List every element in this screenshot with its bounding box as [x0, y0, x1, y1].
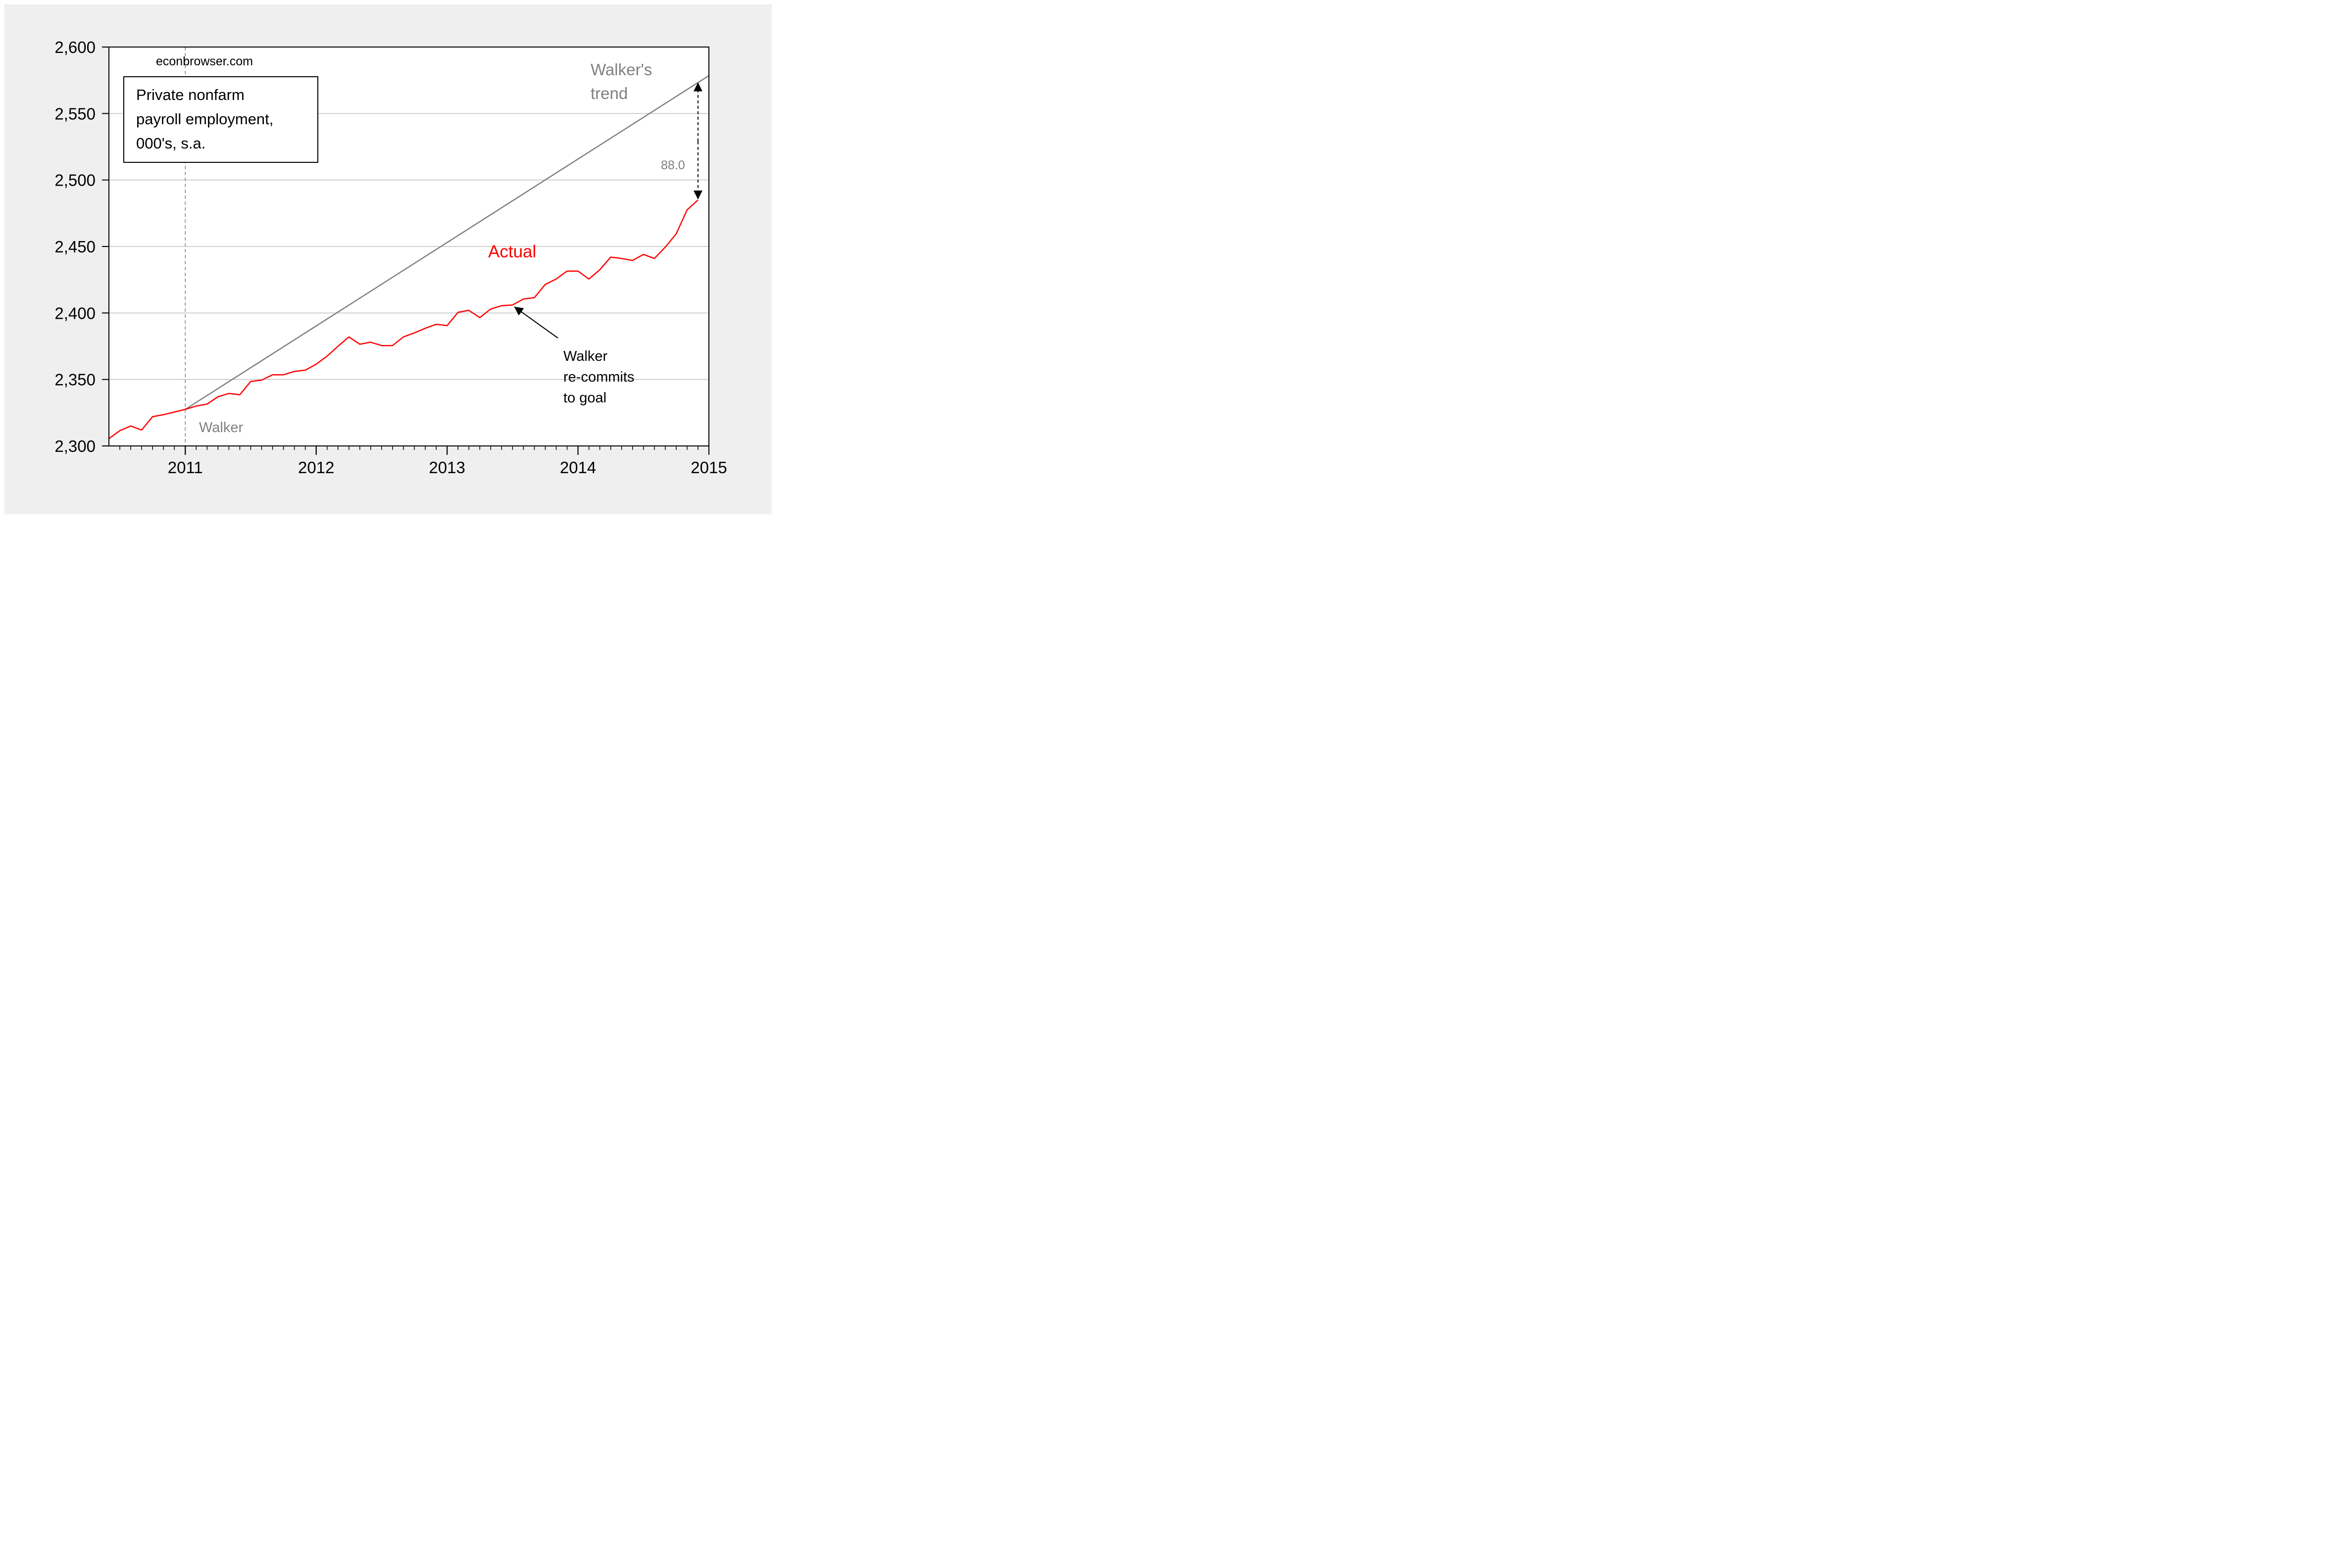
title-line-2: payroll employment, — [136, 110, 273, 128]
x-tick-label: 2014 — [560, 458, 596, 477]
x-tick-label: 2012 — [298, 458, 334, 477]
recommit-arrow — [514, 306, 558, 339]
x-tick-label: 2013 — [429, 458, 465, 477]
title-box — [123, 76, 318, 163]
y-tick-label: 2,550 — [54, 104, 96, 123]
recommit-label-line-2: re-commits — [563, 369, 634, 385]
trend-label-line-2: trend — [591, 84, 628, 102]
title-line-3: 000's, s.a. — [136, 135, 205, 152]
y-tick-label: 2,600 — [54, 38, 96, 56]
actual-label: Actual — [488, 242, 536, 261]
recommit-label-line-3: to goal — [563, 390, 606, 406]
y-tick-label: 2,500 — [54, 171, 96, 190]
walker-start-label: Walker — [199, 420, 243, 436]
y-tick-label: 2,350 — [54, 371, 96, 389]
series-layer — [109, 75, 709, 440]
source-label: econbrowser.com — [156, 54, 253, 68]
y-tick-label: 2,400 — [54, 304, 96, 322]
series-walker-s-trend — [185, 75, 709, 410]
recommit-label-line-1: Walker — [563, 348, 607, 364]
line-chart: 2,300 2,350 2,400 2,450 2,500 2,550 2,600 2011 2… — [54, 38, 727, 477]
title-line-1: Private nonfarm — [136, 86, 245, 103]
y-tick-label: 2,300 — [54, 437, 96, 455]
y-tick-label: 2,450 — [54, 238, 96, 256]
axes: 2,300 2,350 2,400 2,450 2,500 2,550 2,600 2011 2… — [54, 38, 727, 477]
trend-label-line-1: Walker's — [591, 60, 652, 79]
series-actual — [109, 199, 699, 440]
x-tick-label: 2011 — [168, 458, 203, 477]
gap-value-label: 88.0 — [661, 158, 685, 172]
x-tick-label: 2015 — [691, 458, 727, 477]
figure: 2,300 2,350 2,400 2,450 2,500 2,550 2,600 2011 2… — [0, 0, 776, 518]
